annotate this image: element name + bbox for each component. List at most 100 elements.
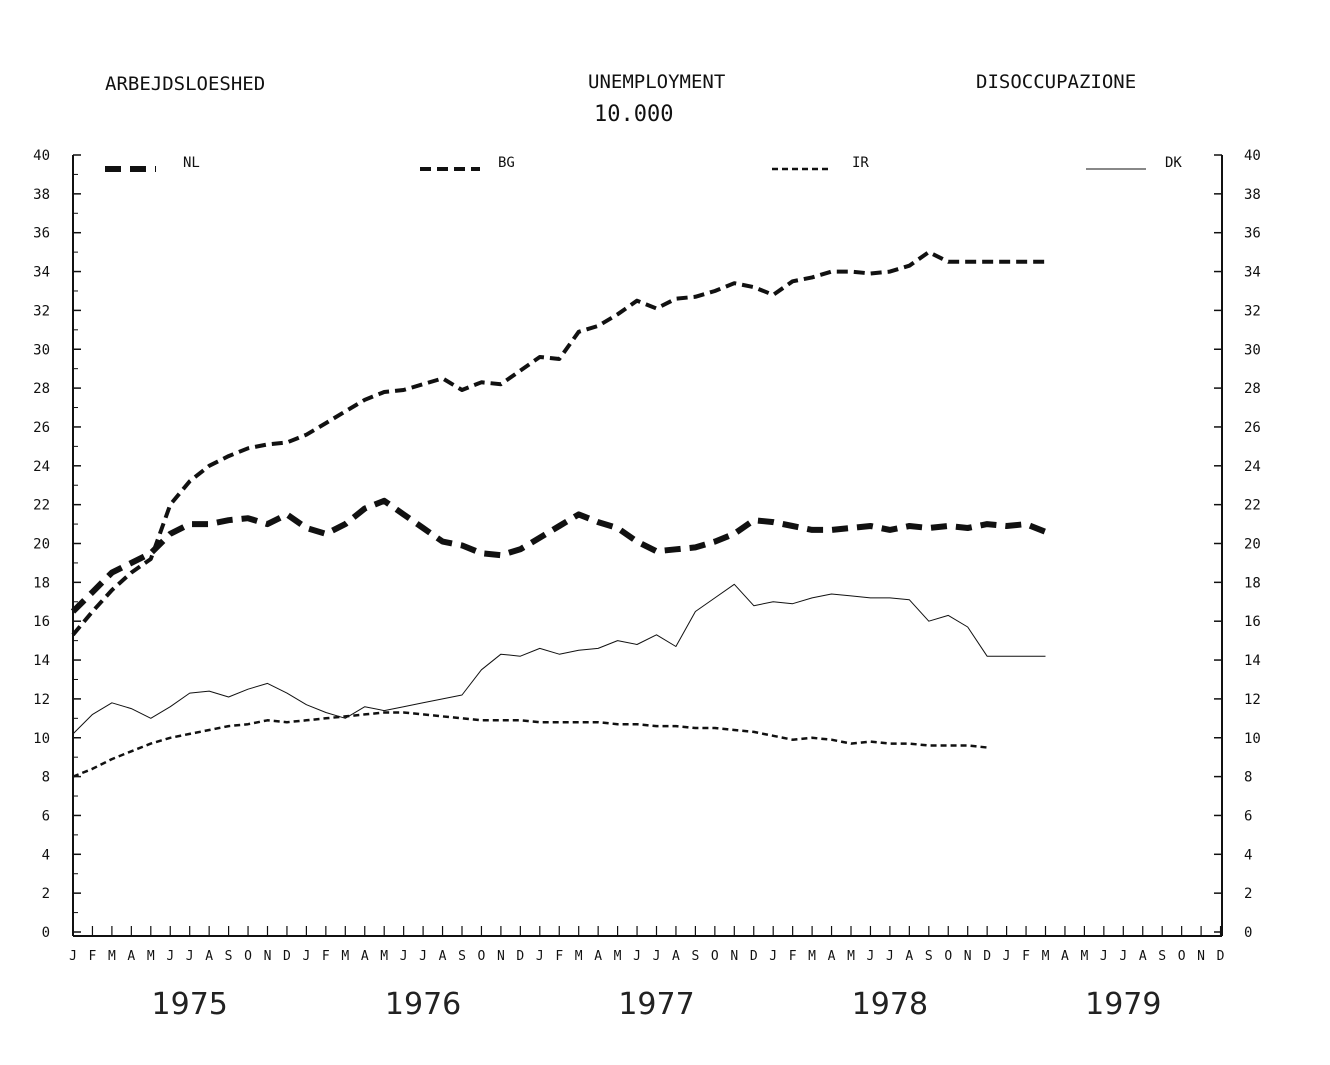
y-tick-label-right: 14 xyxy=(1244,653,1261,669)
month-label: O xyxy=(944,949,952,964)
month-label: M xyxy=(614,949,622,964)
month-label: J xyxy=(166,949,174,964)
month-label: S xyxy=(691,949,699,964)
y-tick-label-left: 12 xyxy=(33,692,50,708)
legend-label-dk: DK xyxy=(1165,155,1182,171)
y-tick-label-right: 4 xyxy=(1244,847,1252,863)
month-label: A xyxy=(1139,949,1147,964)
month-label: M xyxy=(380,949,388,964)
month-label: D xyxy=(1217,949,1225,964)
month-label: A xyxy=(1061,949,1069,964)
month-label: J xyxy=(302,949,310,964)
month-label: F xyxy=(1022,949,1030,964)
y-tick-label-right: 22 xyxy=(1244,498,1261,514)
year-label: 1978 xyxy=(852,987,928,1022)
year-label: 1979 xyxy=(1085,987,1161,1022)
legend-label-nl: NL xyxy=(183,155,200,171)
y-tick-label-right: 6 xyxy=(1244,808,1252,824)
month-label: A xyxy=(672,949,680,964)
month-label: M xyxy=(147,949,155,964)
month-label: J xyxy=(1003,949,1011,964)
y-tick-label-left: 24 xyxy=(33,459,50,475)
legend: NL BG IR DK xyxy=(105,155,1182,172)
series-line-ir xyxy=(72,711,988,778)
month-label: O xyxy=(244,949,252,964)
title-right: DISOCCUPAZIONE xyxy=(976,71,1136,93)
y-tick-label-right: 26 xyxy=(1244,420,1261,436)
y-tick-label-left: 36 xyxy=(33,226,50,242)
year-label: 1975 xyxy=(152,987,228,1022)
y-tick-label-left: 6 xyxy=(42,808,50,824)
month-label: D xyxy=(516,949,524,964)
month-label: D xyxy=(283,949,291,964)
month-label: J xyxy=(1100,949,1108,964)
month-label: O xyxy=(1178,949,1186,964)
month-label: N xyxy=(964,949,972,964)
series-layer xyxy=(70,250,1047,778)
month-label: J xyxy=(653,949,661,964)
month-label: J xyxy=(867,949,875,964)
y-tick-label-right: 28 xyxy=(1244,381,1261,397)
y-tick-label-left: 30 xyxy=(33,342,50,358)
y-tick-label-right: 38 xyxy=(1244,187,1261,203)
y-tick-label-right: 32 xyxy=(1244,303,1261,319)
month-label: S xyxy=(458,949,466,964)
month-label: N xyxy=(1197,949,1205,964)
month-label: J xyxy=(69,949,77,964)
year-label: 1976 xyxy=(385,987,461,1022)
title-center: UNEMPLOYMENT xyxy=(588,71,725,93)
y-tick-label-right: 20 xyxy=(1244,537,1261,553)
y-tick-label-right: 34 xyxy=(1244,265,1261,281)
y-tick-label-left: 2 xyxy=(42,886,50,902)
y-tick-label-left: 4 xyxy=(42,847,50,863)
y-tick-label-left: 14 xyxy=(33,653,50,669)
y-tick-label-right: 16 xyxy=(1244,614,1261,630)
month-label: J xyxy=(886,949,894,964)
legend-label-ir: IR xyxy=(852,155,869,171)
y-tick-label-left: 40 xyxy=(33,148,50,164)
year-label: 1977 xyxy=(618,987,694,1022)
legend-label-bg: BG xyxy=(498,155,515,171)
month-label: O xyxy=(478,949,486,964)
month-label: A xyxy=(594,949,602,964)
month-label: M xyxy=(341,949,349,964)
y-tick-label-right: 30 xyxy=(1244,342,1261,358)
month-label: F xyxy=(89,949,97,964)
month-label: A xyxy=(205,949,213,964)
y-tick-label-right: 18 xyxy=(1244,575,1261,591)
month-label: D xyxy=(750,949,758,964)
month-label: A xyxy=(905,949,913,964)
month-label: A xyxy=(361,949,369,964)
y-tick-label-right: 2 xyxy=(1244,886,1252,902)
month-label: F xyxy=(555,949,563,964)
month-label: A xyxy=(127,949,135,964)
y-tick-label-left: 10 xyxy=(33,731,50,747)
y-tick-label-left: 22 xyxy=(33,498,50,514)
y-tick-label-left: 18 xyxy=(33,575,50,591)
month-label: N xyxy=(264,949,272,964)
series-line-bg xyxy=(71,250,1046,637)
y-tick-label-right: 12 xyxy=(1244,692,1261,708)
y-tick-label-left: 32 xyxy=(33,303,50,319)
month-label: S xyxy=(925,949,933,964)
month-label: M xyxy=(575,949,583,964)
y-tick-label-left: 20 xyxy=(33,537,50,553)
title-left: ARBEJDSLOESHED xyxy=(105,73,265,95)
month-label: M xyxy=(108,949,116,964)
unit-label: 10.000 xyxy=(594,102,673,127)
y-tick-label-right: 10 xyxy=(1244,731,1261,747)
month-label: J xyxy=(186,949,194,964)
y-tick-label-right: 0 xyxy=(1244,925,1252,941)
series-line-nl xyxy=(70,497,1047,614)
y-tick-label-left: 0 xyxy=(42,925,50,941)
month-label: O xyxy=(711,949,719,964)
y-tick-label-left: 28 xyxy=(33,381,50,397)
month-label: F xyxy=(789,949,797,964)
y-tick-label-left: 34 xyxy=(33,265,50,281)
month-label: M xyxy=(847,949,855,964)
y-tick-label-right: 8 xyxy=(1244,770,1252,786)
month-label: J xyxy=(400,949,408,964)
y-tick-label-left: 38 xyxy=(33,187,50,203)
month-label: J xyxy=(769,949,777,964)
